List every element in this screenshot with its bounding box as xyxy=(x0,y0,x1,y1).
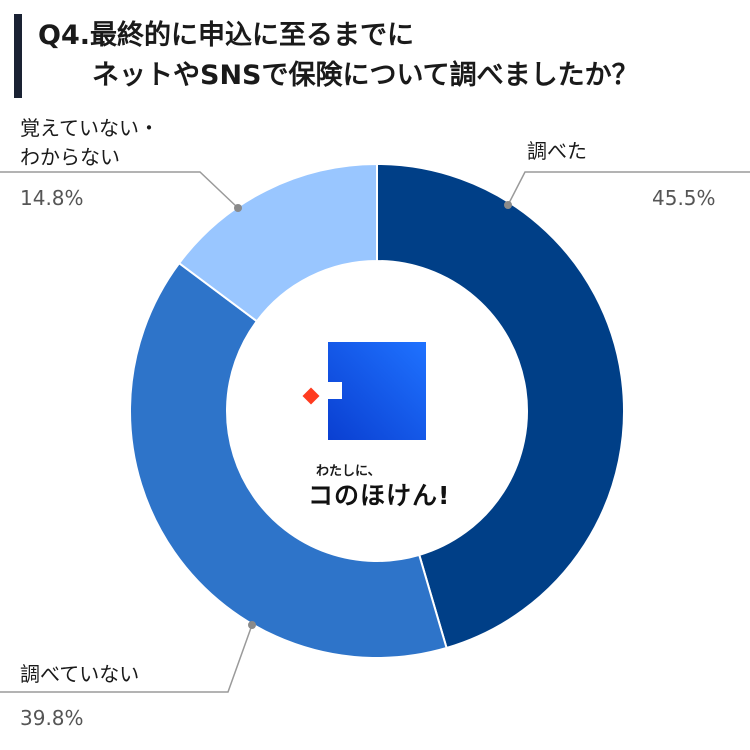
slice-label-not-searched: 調べていない xyxy=(20,662,140,686)
slice-dont-remember xyxy=(177,162,378,323)
logo-square xyxy=(328,342,426,440)
title-line-2: ネットやSNSで保険について調べましたか？ xyxy=(92,60,639,91)
slice-value-not-searched: 39.8% xyxy=(20,706,84,730)
slice-not-searched xyxy=(129,261,448,659)
leader-dont-remember-dot xyxy=(234,204,242,212)
leader-dont-remember xyxy=(0,171,239,209)
leader-searched xyxy=(507,171,750,206)
logo-diamond xyxy=(302,387,320,405)
slice-value-searched: 45.5% xyxy=(652,186,716,210)
slice-searched xyxy=(376,162,625,650)
leader-searched-dot xyxy=(504,201,512,209)
chart-title: Q4.最終的に申込に至るまでに ネットやSNSで保険について調べましたか？ xyxy=(38,16,738,96)
title-line-1: Q4.最終的に申込に至るまでに xyxy=(38,20,414,51)
logo-name: コのほけん! xyxy=(308,481,451,510)
slice-value-dont-remember: 14.8% xyxy=(20,186,84,210)
logo-tagline: わたしに、 xyxy=(316,464,381,479)
title-accent-bar xyxy=(14,14,22,98)
logo-notch xyxy=(322,382,342,399)
slice-label-searched: 調べた xyxy=(527,139,587,163)
leader-not-searched-dot xyxy=(248,621,256,629)
leader-not-searched xyxy=(0,624,253,693)
slice-label-dont-remember-1: 覚えていない・ xyxy=(20,116,159,140)
slice-label-dont-remember-2: わからない xyxy=(20,145,120,169)
